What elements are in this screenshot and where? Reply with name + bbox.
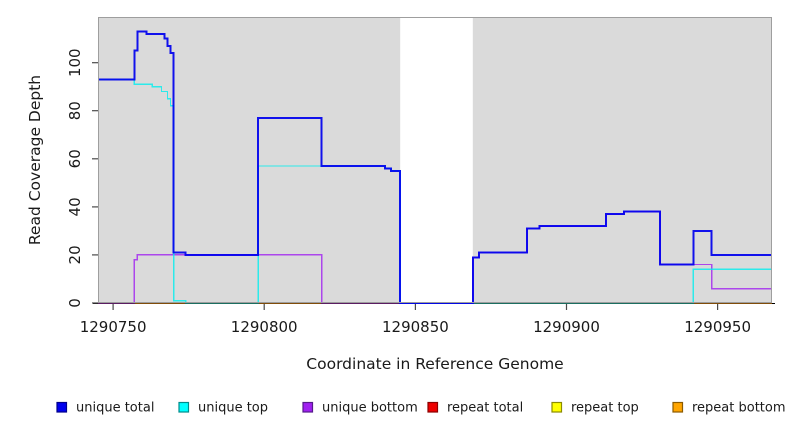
x-axis-tick-label: 1290900 [533, 318, 600, 336]
legend-swatch-repeat-top [551, 401, 563, 413]
coverage-gap-region [400, 17, 473, 303]
x-axis-tick-label: 1290850 [382, 318, 449, 336]
legend-label-unique-bottom: unique bottom [322, 401, 418, 416]
y-axis-tick-label: 80 [66, 101, 84, 120]
y-axis-tick-label: 0 [66, 298, 84, 308]
legend-label-repeat-top: repeat top [571, 401, 639, 416]
y-axis-tick-label: 100 [66, 48, 84, 77]
legend-label-repeat-bottom: repeat bottom [692, 401, 786, 416]
y-axis-tick-label: 60 [66, 149, 84, 168]
x-axis-title: Coordinate in Reference Genome [306, 355, 563, 373]
legend-swatch-unique-bottom [302, 401, 314, 413]
legend-swatch-unique-total [56, 401, 68, 413]
panel-border [98, 17, 772, 303]
legend-swatch-repeat-bottom [672, 401, 684, 413]
legend-swatch-repeat-total [427, 401, 439, 413]
legend-label-unique-total: unique total [76, 401, 154, 416]
x-axis-tick-label: 1290800 [231, 318, 298, 336]
x-axis-tick-label: 1290750 [80, 318, 147, 336]
series-line-unique-total [98, 30, 772, 304]
legend-label-repeat-total: repeat total [447, 401, 523, 416]
x-axis-tick-label: 1290950 [684, 318, 751, 336]
legend-label-unique-top: unique top [198, 401, 268, 416]
y-axis-tick-label: 20 [66, 245, 84, 264]
y-axis-tick-label: 40 [66, 197, 84, 216]
y-axis-title: Read Coverage Depth [26, 75, 44, 245]
legend-swatch-unique-top [178, 401, 190, 413]
